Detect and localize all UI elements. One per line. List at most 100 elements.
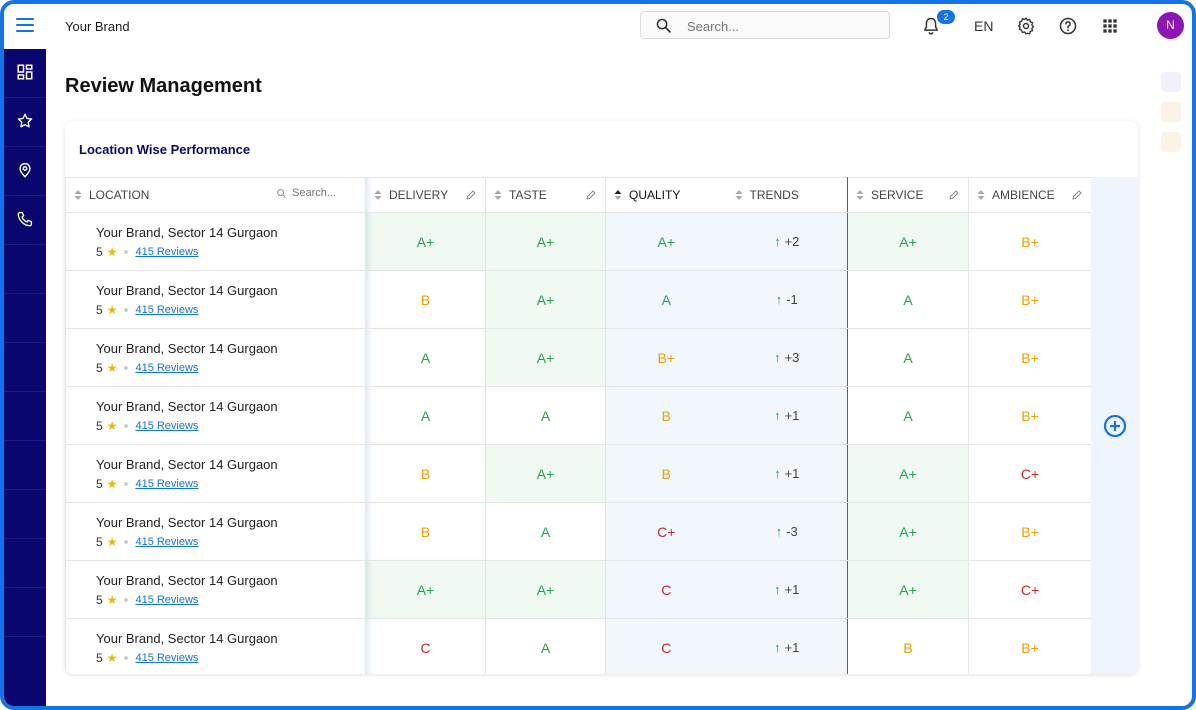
column-header-service[interactable]: SERVICE xyxy=(847,177,969,213)
location-meta: 5 ★ 415 Reviews xyxy=(96,303,365,317)
search-input[interactable] xyxy=(687,17,877,35)
location-name: Your Brand, Sector 14 Gurgaon xyxy=(96,282,278,298)
column-label: QUALITY xyxy=(629,188,681,202)
sidebar-item-reviews[interactable] xyxy=(4,98,46,147)
location-cell: Your Brand, Sector 14 Gurgaon 5 ★ 415 Revie… xyxy=(65,444,366,503)
sort-icon[interactable] xyxy=(856,189,864,201)
quality-grade: C+ xyxy=(605,502,727,561)
reviews-link[interactable]: 415 Reviews xyxy=(135,303,199,316)
ambience-grade: B+ xyxy=(968,270,1092,329)
sidebar-item-locations[interactable] xyxy=(4,147,46,196)
delivery-grade: B xyxy=(365,444,486,503)
reviews-link[interactable]: 415 Reviews xyxy=(135,593,199,606)
sidebar-empty-slot xyxy=(4,294,46,343)
column-header-delivery[interactable]: DELIVERY xyxy=(365,177,486,213)
arrow-up-icon: ↑ xyxy=(774,350,781,365)
location-cell: Your Brand, Sector 14 Gurgaon 5 ★ 415 Revie… xyxy=(65,328,366,387)
dashboard-icon xyxy=(17,64,33,80)
edit-pencil-icon[interactable] xyxy=(585,189,597,201)
sidebar-empty-slot xyxy=(4,441,46,490)
edit-pencil-icon[interactable] xyxy=(948,189,960,201)
taste-grade: A+ xyxy=(485,328,606,387)
sort-icon[interactable] xyxy=(494,189,502,201)
arrow-up-icon: ↑ xyxy=(774,640,781,655)
delivery-grade: B xyxy=(365,270,486,329)
add-column-plus-icon[interactable] xyxy=(1103,414,1127,438)
location-cell: Your Brand, Sector 14 Gurgaon 5 ★ 415 Revie… xyxy=(65,212,366,271)
delivery-grade: A+ xyxy=(365,212,486,271)
reviews-link[interactable]: 415 Reviews xyxy=(135,535,199,548)
column-header-taste[interactable]: TASTE xyxy=(485,177,606,213)
service-grade: A+ xyxy=(847,212,969,271)
table-row[interactable]: Your Brand, Sector 14 Gurgaon 5 ★ 415 Revie… xyxy=(65,212,1092,271)
star-icon: ★ xyxy=(106,302,118,317)
edit-pencil-icon[interactable] xyxy=(1071,189,1083,201)
column-header-quality[interactable]: QUALITY xyxy=(605,177,727,213)
column-label: SERVICE xyxy=(871,188,924,202)
column-header-trends[interactable]: TRENDS xyxy=(726,177,848,213)
sidebar-empty-slot xyxy=(4,392,46,441)
rating-value: 5 xyxy=(96,418,103,433)
swatch xyxy=(1161,102,1181,122)
reviews-link[interactable]: 415 Reviews xyxy=(135,419,199,432)
sidebar-empty-slot xyxy=(4,539,46,588)
taste-grade: A xyxy=(485,386,606,445)
star-icon: ★ xyxy=(106,650,118,665)
sort-icon[interactable] xyxy=(374,189,382,201)
help-icon[interactable] xyxy=(1058,16,1078,36)
sort-active-icon[interactable] xyxy=(614,189,622,201)
location-search[interactable] xyxy=(276,187,372,199)
taste-grade: A xyxy=(485,618,606,674)
bell-icon[interactable] xyxy=(921,16,941,36)
quality-grade: C xyxy=(605,618,727,674)
sidebar-item-dashboard[interactable] xyxy=(4,49,46,98)
separator-dot xyxy=(124,539,129,544)
apps-grid-icon[interactable] xyxy=(1100,16,1120,36)
performance-card: Location Wise Performance LOCATION xyxy=(65,121,1138,674)
delivery-grade: A xyxy=(365,386,486,445)
reviews-link[interactable]: 415 Reviews xyxy=(135,651,199,664)
column-header-location[interactable]: LOCATION xyxy=(65,177,372,213)
location-search-input[interactable] xyxy=(292,187,372,199)
location-name: Your Brand, Sector 14 Gurgaon xyxy=(96,572,278,588)
quality-grade: C xyxy=(605,560,727,619)
table-row[interactable]: Your Brand, Sector 14 Gurgaon 5 ★ 415 Revie… xyxy=(65,270,1092,329)
table-row[interactable]: Your Brand, Sector 14 Gurgaon 5 ★ 415 Revie… xyxy=(65,444,1092,503)
sort-icon[interactable] xyxy=(977,189,985,201)
notification-badge: 2 xyxy=(937,10,955,24)
column-header-ambience[interactable]: AMBIENCE xyxy=(968,177,1092,213)
add-column-area xyxy=(1091,177,1138,674)
sort-icon[interactable] xyxy=(74,189,82,201)
table-row[interactable]: Your Brand, Sector 14 Gurgaon 5 ★ 415 Revie… xyxy=(65,386,1092,445)
reviews-link[interactable]: 415 Reviews xyxy=(135,361,199,374)
avatar[interactable]: N xyxy=(1157,12,1184,39)
top-bar: Your Brand 2 EN N xyxy=(4,4,1192,49)
language-selector[interactable]: EN xyxy=(974,18,994,34)
separator-dot xyxy=(124,597,129,602)
star-icon: ★ xyxy=(106,360,118,375)
quality-grade: A+ xyxy=(605,212,727,271)
location-meta: 5 ★ 415 Reviews xyxy=(96,593,365,607)
sidebar xyxy=(4,49,46,706)
table-row[interactable]: Your Brand, Sector 14 Gurgaon 5 ★ 415 Revie… xyxy=(65,618,1092,674)
reviews-link[interactable]: 415 Reviews xyxy=(135,245,199,258)
rating-value: 5 xyxy=(96,650,103,665)
service-grade: A xyxy=(847,386,969,445)
reviews-link[interactable]: 415 Reviews xyxy=(135,477,199,490)
service-grade: B xyxy=(847,618,969,674)
edit-pencil-icon[interactable] xyxy=(465,189,477,201)
location-meta: 5 ★ 415 Reviews xyxy=(96,361,365,375)
separator-dot xyxy=(124,423,129,428)
service-grade: A+ xyxy=(847,502,969,561)
table-row[interactable]: Your Brand, Sector 14 Gurgaon 5 ★ 415 Revie… xyxy=(65,560,1092,619)
trend-cell: ↑ +1 xyxy=(726,618,848,674)
star-icon: ★ xyxy=(106,244,118,259)
sidebar-item-calls[interactable] xyxy=(4,196,46,245)
gear-icon[interactable] xyxy=(1016,16,1036,36)
table-row[interactable]: Your Brand, Sector 14 Gurgaon 5 ★ 415 Revie… xyxy=(65,502,1092,561)
table-row[interactable]: Your Brand, Sector 14 Gurgaon 5 ★ 415 Revie… xyxy=(65,328,1092,387)
hamburger-menu-icon[interactable] xyxy=(16,18,34,32)
global-search[interactable] xyxy=(640,11,890,39)
sort-icon[interactable] xyxy=(735,189,743,201)
